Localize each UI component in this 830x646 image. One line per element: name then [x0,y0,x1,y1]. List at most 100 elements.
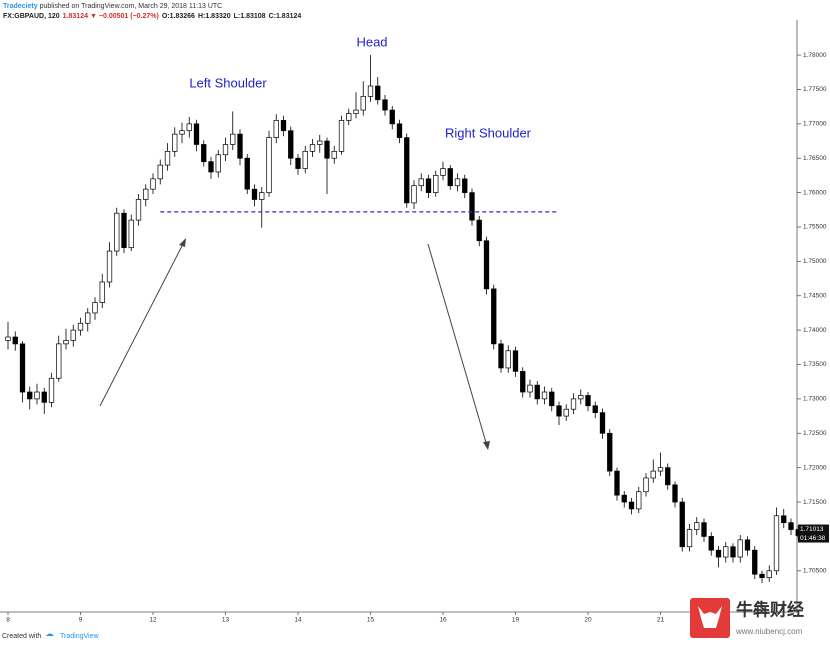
candle-body [164,150,171,166]
watermark-name: 牛犇财经 [736,599,804,619]
candle-body [541,391,548,400]
x-tick-label: 21 [657,617,665,624]
candle-body [360,95,366,111]
candle-body [389,109,395,125]
candle-body [259,192,265,200]
y-tick-label: 1.76500 [803,155,827,162]
candle-body [570,398,577,410]
x-tick-label: 19 [512,617,520,624]
candle-body [295,157,301,169]
candle-body [657,467,664,472]
candle-body [85,312,91,324]
candle-body [636,491,642,510]
candle-body [143,188,149,200]
candle-body [694,522,700,530]
candle-body [338,120,345,152]
arrow-up [99,238,186,407]
candle-body [353,109,359,114]
y-tick-label: 1.75500 [803,224,827,231]
candle-body [70,329,76,341]
candle-body [63,340,69,345]
candle-body [121,212,127,248]
candle-body [686,529,693,548]
candle-body [549,391,555,407]
candle-body [556,405,562,417]
candle-body [781,515,787,524]
candle-body [114,212,120,252]
candle-body [766,570,772,579]
last-price-box [798,524,829,543]
candle-body [331,150,337,159]
x-tick-label: 15 [367,617,375,624]
x-tick-label: 16 [439,617,447,624]
candle-body [324,140,330,159]
candle-body [266,137,272,193]
candle-body [527,384,533,393]
candle-body [708,536,714,551]
candle-body [280,120,287,132]
candle-body [48,377,55,403]
candle-body [679,501,685,548]
y-tick-label: 1.77000 [803,121,827,128]
candle-body [723,546,729,558]
last: 1.83124 [63,13,88,20]
open: O:1.83266 [162,13,195,20]
x-tick-label: 20 [584,617,592,624]
candle-body [512,350,519,372]
candle-body [433,175,439,193]
candle-body [404,137,410,204]
high: H:1.83320 [198,13,231,20]
candle-body [585,395,591,407]
candle-body [491,288,497,345]
candle-body [599,412,606,434]
candle-body [628,501,635,510]
candle-body [27,391,33,400]
candle-body [77,322,84,331]
candle-body [5,336,11,341]
candle-body [92,302,98,314]
candle-body [788,522,794,530]
candle-body [230,133,236,145]
candle-body [34,391,40,400]
candle-body [476,219,482,242]
candle-body [607,432,613,472]
x-tick-label: 13 [222,617,230,624]
x-tick-label: 14 [294,617,302,624]
y-tick-label: 1.73000 [803,396,827,403]
candle-body [135,199,142,221]
y-tick-label: 1.74000 [803,327,827,334]
annotation: Left Shoulder [189,75,267,90]
candle-body [759,573,765,579]
candle-body [425,178,432,193]
candle-body [201,144,207,163]
candle-body [317,140,323,145]
candle-body [251,188,258,200]
brand[interactable]: TradingView [60,633,99,640]
candle-body [418,178,424,187]
candle-body [701,522,707,537]
candle-body [179,130,185,135]
close: C:1.83124 [269,13,302,20]
y-tick-label: 1.71500 [803,499,827,506]
candle-body [288,130,294,159]
header-line-2: FX:GBPAUD, 120 1.83124 ▼ −0.00501 (−0.27%) O… [3,13,301,20]
candle-body [440,168,446,176]
candle-body [672,484,678,503]
y-tick-label: 1.73500 [803,361,827,368]
y-tick-label: 1.70500 [803,568,827,575]
candle-body [592,405,598,413]
candle-body [498,343,504,369]
author[interactable]: Tradeciety [3,3,38,10]
candle-body [186,123,192,132]
arrow-down [427,243,490,450]
candle-body [505,350,511,369]
candle-body [302,150,308,169]
candle-body [650,470,656,479]
candle-body [128,219,134,248]
candle-body [621,494,627,503]
candle-body [773,515,780,572]
candle-body [193,123,200,145]
watermark-url: www.niubencj.com [735,627,803,636]
